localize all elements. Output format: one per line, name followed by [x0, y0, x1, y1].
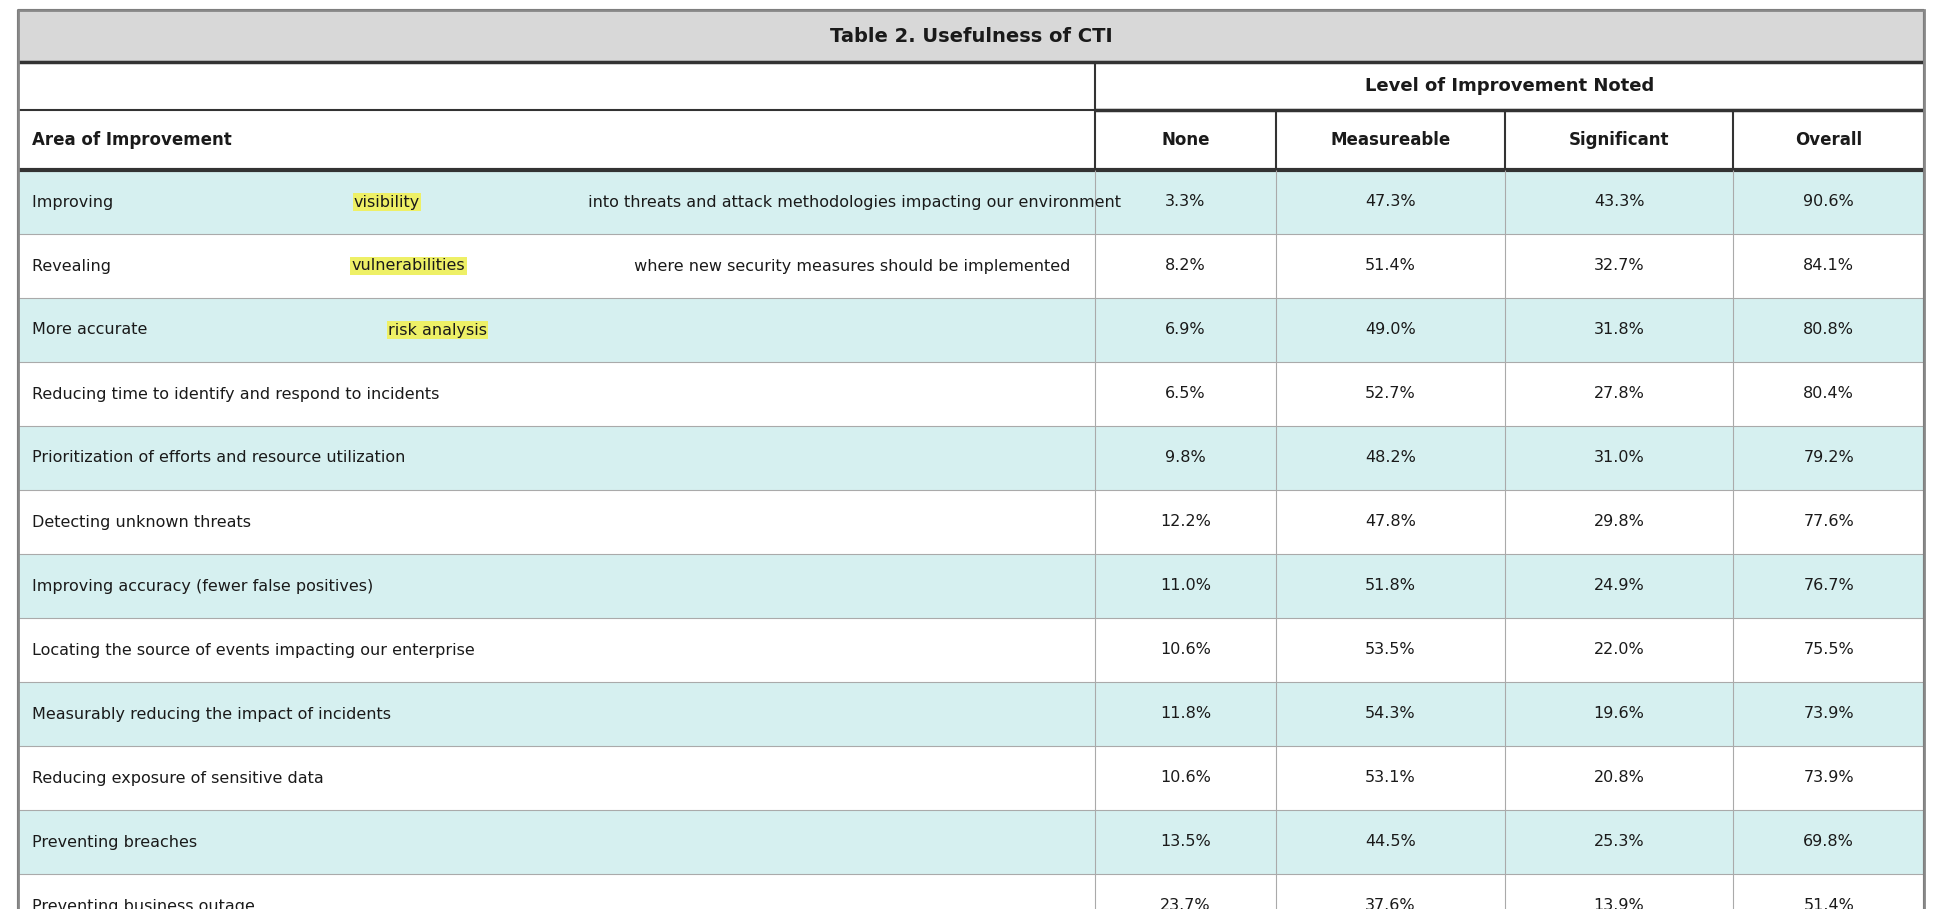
Text: 23.7%: 23.7% — [1159, 898, 1210, 909]
Text: Improving: Improving — [31, 195, 118, 209]
Text: Table 2. Usefulness of CTI: Table 2. Usefulness of CTI — [829, 26, 1113, 45]
Text: 31.0%: 31.0% — [1594, 451, 1645, 465]
Text: Improving accuracy (fewer false positives): Improving accuracy (fewer false positive… — [31, 578, 373, 594]
Text: 20.8%: 20.8% — [1594, 771, 1645, 785]
Text: 49.0%: 49.0% — [1365, 323, 1416, 337]
Text: Overall: Overall — [1794, 131, 1862, 149]
Text: Measureable: Measureable — [1330, 131, 1451, 149]
Text: 47.8%: 47.8% — [1365, 514, 1416, 530]
Text: 54.3%: 54.3% — [1365, 706, 1416, 722]
Text: 6.9%: 6.9% — [1165, 323, 1206, 337]
Bar — [17, 554, 1925, 618]
Text: 53.5%: 53.5% — [1365, 643, 1416, 657]
Text: 43.3%: 43.3% — [1594, 195, 1645, 209]
Text: 6.5%: 6.5% — [1165, 386, 1206, 402]
Text: 76.7%: 76.7% — [1804, 578, 1855, 594]
Text: 12.2%: 12.2% — [1159, 514, 1212, 530]
Text: into threats and attack methodologies impacting our environment: into threats and attack methodologies im… — [583, 195, 1121, 209]
Bar — [17, 874, 1925, 909]
Text: Prioritization of efforts and resource utilization: Prioritization of efforts and resource u… — [31, 451, 406, 465]
Text: 32.7%: 32.7% — [1594, 258, 1645, 274]
Text: 8.2%: 8.2% — [1165, 258, 1206, 274]
Bar — [17, 62, 1095, 110]
Text: 52.7%: 52.7% — [1365, 386, 1416, 402]
Text: Preventing business outage: Preventing business outage — [31, 898, 254, 909]
Bar — [17, 10, 1925, 62]
Text: 25.3%: 25.3% — [1594, 834, 1645, 850]
Text: 31.8%: 31.8% — [1594, 323, 1645, 337]
Text: 37.6%: 37.6% — [1365, 898, 1416, 909]
Text: 13.5%: 13.5% — [1159, 834, 1210, 850]
Bar — [17, 426, 1925, 490]
Text: 73.9%: 73.9% — [1804, 706, 1855, 722]
Text: 90.6%: 90.6% — [1804, 195, 1855, 209]
Text: Significant: Significant — [1569, 131, 1670, 149]
Text: 51.8%: 51.8% — [1365, 578, 1416, 594]
Text: Level of Improvement Noted: Level of Improvement Noted — [1365, 77, 1655, 95]
Text: Locating the source of events impacting our enterprise: Locating the source of events impacting … — [31, 643, 474, 657]
Text: 22.0%: 22.0% — [1594, 643, 1645, 657]
Text: risk analysis: risk analysis — [388, 323, 487, 337]
Text: 69.8%: 69.8% — [1804, 834, 1855, 850]
Text: Reducing exposure of sensitive data: Reducing exposure of sensitive data — [31, 771, 324, 785]
Text: 80.8%: 80.8% — [1804, 323, 1855, 337]
Text: 73.9%: 73.9% — [1804, 771, 1855, 785]
Text: 48.2%: 48.2% — [1365, 451, 1416, 465]
Text: 84.1%: 84.1% — [1804, 258, 1855, 274]
Text: Detecting unknown threats: Detecting unknown threats — [31, 514, 251, 530]
Text: Measurably reducing the impact of incidents: Measurably reducing the impact of incide… — [31, 706, 390, 722]
Text: Reducing time to identify and respond to incidents: Reducing time to identify and respond to… — [31, 386, 439, 402]
Text: 13.9%: 13.9% — [1594, 898, 1645, 909]
Text: 11.8%: 11.8% — [1159, 706, 1212, 722]
Bar — [17, 746, 1925, 810]
Text: 19.6%: 19.6% — [1594, 706, 1645, 722]
Text: 11.0%: 11.0% — [1159, 578, 1212, 594]
Text: 51.4%: 51.4% — [1365, 258, 1416, 274]
Bar — [17, 618, 1925, 682]
Text: 75.5%: 75.5% — [1804, 643, 1855, 657]
Text: Area of Improvement: Area of Improvement — [31, 131, 231, 149]
Text: 29.8%: 29.8% — [1594, 514, 1645, 530]
Text: visibility: visibility — [353, 195, 419, 209]
Text: 51.4%: 51.4% — [1804, 898, 1855, 909]
Text: 10.6%: 10.6% — [1159, 771, 1212, 785]
Text: 3.3%: 3.3% — [1165, 195, 1206, 209]
Text: 24.9%: 24.9% — [1594, 578, 1645, 594]
Text: Revealing: Revealing — [31, 258, 117, 274]
Bar — [17, 234, 1925, 298]
Text: More accurate: More accurate — [31, 323, 153, 337]
Text: 10.6%: 10.6% — [1159, 643, 1212, 657]
Text: 53.1%: 53.1% — [1365, 771, 1416, 785]
Bar — [17, 298, 1925, 362]
Text: 44.5%: 44.5% — [1365, 834, 1416, 850]
Bar — [1095, 62, 1925, 110]
Bar — [17, 682, 1925, 746]
Bar — [17, 490, 1925, 554]
Text: vulnerabilities: vulnerabilities — [352, 258, 466, 274]
Bar — [17, 110, 1925, 170]
Text: Preventing breaches: Preventing breaches — [31, 834, 198, 850]
Text: 77.6%: 77.6% — [1804, 514, 1855, 530]
Text: 27.8%: 27.8% — [1594, 386, 1645, 402]
Text: where new security measures should be implemented: where new security measures should be im… — [629, 258, 1070, 274]
Bar — [17, 362, 1925, 426]
Text: 9.8%: 9.8% — [1165, 451, 1206, 465]
Bar — [17, 170, 1925, 234]
Text: 80.4%: 80.4% — [1804, 386, 1855, 402]
Text: 79.2%: 79.2% — [1804, 451, 1855, 465]
Text: None: None — [1161, 131, 1210, 149]
Bar — [17, 810, 1925, 874]
Text: 47.3%: 47.3% — [1365, 195, 1416, 209]
